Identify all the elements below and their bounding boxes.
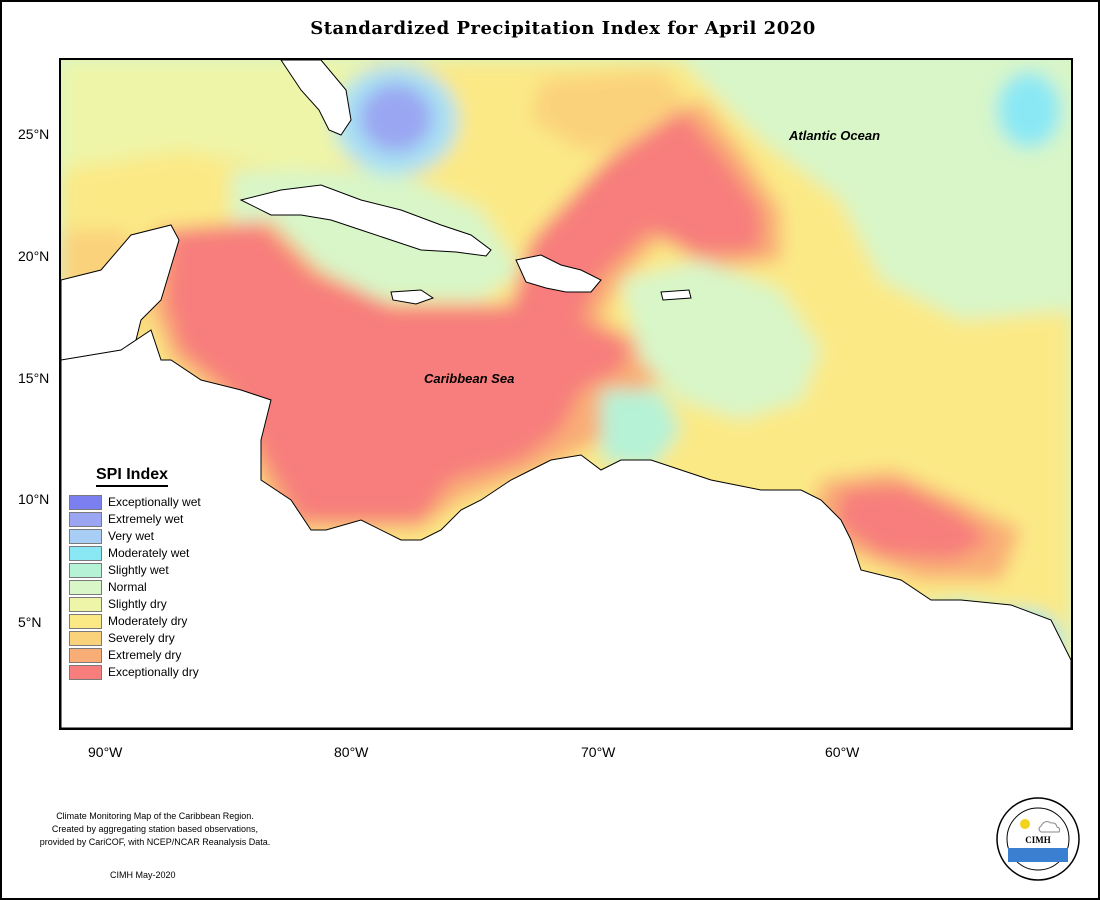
legend-swatch [69, 495, 102, 510]
legend-swatch [69, 614, 102, 629]
water-icon [1008, 848, 1068, 862]
map-credits: Climate Monitoring Map of the Caribbean … [22, 810, 288, 849]
lat-label-5n: 5°N [18, 614, 42, 630]
lon-label-70w: 70°W [581, 744, 616, 760]
legend-swatch [69, 631, 102, 646]
legend-item: Slightly dry [69, 597, 269, 613]
legend-item: Moderately dry [69, 614, 269, 630]
legend-label: Very wet [108, 529, 155, 543]
map-title: Standardized Precipitation Index for Apr… [310, 18, 816, 39]
land-central-south-america [61, 329, 1071, 728]
lon-label-80w: 80°W [334, 744, 369, 760]
lon-label-60w: 60°W [825, 744, 860, 760]
legend-label: Extremely wet [108, 512, 184, 526]
credit-line: Created by aggregating station based obs… [51, 824, 259, 834]
legend-label: Exceptionally dry [108, 665, 199, 679]
legend-label: Moderately wet [108, 546, 190, 560]
field-normal-antilles [621, 260, 821, 420]
legend-item: Very wet [69, 529, 269, 545]
date-stamp: CIMH May-2020 [110, 870, 176, 880]
legend-item: Moderately wet [69, 546, 269, 562]
legend-label: Normal [108, 580, 147, 594]
legend-swatch [69, 580, 102, 595]
legend-label: Moderately dry [108, 614, 188, 628]
cimh-logo-graphic: CIMH [996, 797, 1080, 881]
land-jamaica [390, 289, 435, 305]
legend-label: Exceptionally wet [108, 495, 201, 509]
atlantic-ocean-label: Atlantic Ocean [789, 128, 881, 143]
caribbean-sea-label: Caribbean Sea [424, 371, 515, 386]
land-cuba [239, 184, 492, 257]
legend-label: Slightly wet [108, 563, 169, 577]
legend-swatch [69, 665, 102, 680]
legend-label: Severely dry [108, 631, 175, 645]
sun-icon [1020, 819, 1030, 829]
legend-label: Slightly dry [108, 597, 167, 611]
legend-swatch [69, 512, 102, 527]
legend-item: Normal [69, 580, 269, 596]
legend-title: SPI Index [96, 466, 169, 487]
lat-label-20n: 20°N [18, 248, 50, 264]
credit-line: Climate Monitoring Map of the Caribbean … [56, 811, 254, 821]
cloud-icon [1038, 821, 1061, 833]
lon-label-90w: 90°W [88, 744, 123, 760]
land-puerto-rico [660, 289, 692, 301]
legend-swatch [69, 563, 102, 578]
legend-swatch [69, 529, 102, 544]
land-florida [280, 60, 352, 136]
field-wet-northeast [997, 72, 1061, 148]
field-exceptionally-dry-caribbean [166, 110, 761, 520]
lat-label-25n: 25°N [18, 126, 50, 142]
landmasses [61, 60, 1071, 728]
field-exceptionally-dry-guyana-coast [836, 485, 991, 560]
logo-text: CIMH [1025, 835, 1051, 845]
field-normal-atlantic [721, 60, 1071, 300]
field-slightly-wet-venezuela [601, 390, 681, 470]
spi-map: Atlantic Ocean Caribbean Sea [59, 58, 1073, 730]
credit-line: provided by CariCOF, with NCEP/NCAR Rean… [39, 837, 271, 847]
legend-item: Extremely wet [69, 512, 269, 528]
legend-label: Extremely dry [108, 648, 182, 662]
spi-map-canvas [61, 60, 1071, 728]
legend-swatch [69, 597, 102, 612]
legend-swatch [69, 648, 102, 663]
legend-item: Slightly wet [69, 563, 269, 579]
legend-item: Severely dry [69, 631, 269, 647]
field-extremely-wet-bahamas [360, 84, 432, 152]
legend-item: Exceptionally dry [69, 665, 269, 681]
legend-swatch [69, 546, 102, 561]
lat-label-15n: 15°N [18, 370, 50, 386]
legend-item: Exceptionally wet [69, 495, 269, 511]
legend-item: Extremely dry [69, 648, 269, 664]
lat-label-10n: 10°N [18, 491, 50, 507]
cimh-logo: CIMH [995, 796, 1081, 882]
land-hispaniola [515, 254, 602, 293]
